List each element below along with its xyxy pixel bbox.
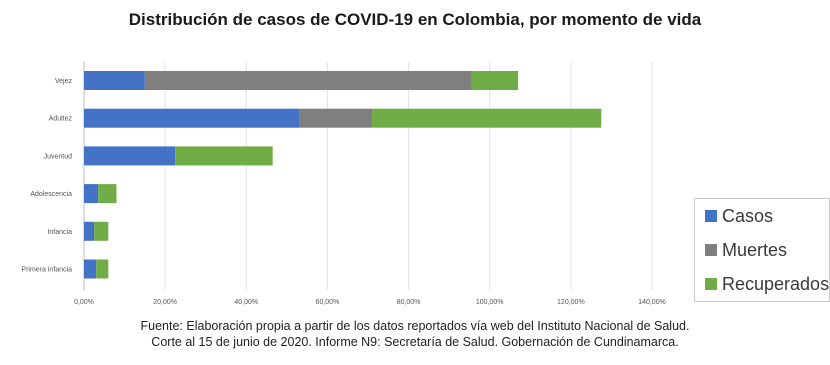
legend-label-recuperados: Recuperados [722,273,830,294]
chart-title: Distribución de casos de COVID-19 en Col… [128,10,702,29]
bar-segment-casos [84,184,99,204]
x-tick-labels: 0,00% 20,00% 40,00% 60,00% 80,00% 100,00% 120,… [74,299,666,306]
category-label: Primera infancia [21,267,72,274]
legend-swatch-muertes [705,244,717,256]
bar-segment-recuperados [471,71,519,90]
grid-layer [83,62,653,290]
bar-segment-recuperados [372,108,602,128]
legend-item-recuperados: Recuperados [705,273,829,295]
legend-label-muertes: Muertes [722,239,788,260]
legend: Casos Muertes Recuperados [694,198,830,302]
bar-segment-casos [84,259,97,279]
footnote-line-2: Corte al 15 de junio de 2020. Informe N9… [151,335,679,349]
bar-segment-casos [84,146,176,166]
x-tick-label: 0,00% [74,299,94,306]
legend-item-muertes: Muertes [705,239,787,261]
bar-segment-casos [84,221,95,241]
bar-segment-muertes [144,71,472,90]
category-label: Vejez [55,78,73,85]
category-label: Adultez [49,116,73,123]
bars-layer [84,71,602,279]
x-tick-label: 100,00% [476,299,504,306]
x-tick-label: 40,00% [234,299,258,306]
footnote: Fuente: Elaboración propia a partir de l… [0,318,830,350]
bar-segment-recuperados [94,221,109,241]
bar-segment-casos [84,108,300,128]
legend-swatch-casos [705,210,717,222]
footnote-line-1: Fuente: Elaboración propia a partir de l… [140,319,690,333]
legend-item-casos: Casos [705,205,773,227]
legend-label-casos: Casos [722,205,774,226]
bar-segment-muertes [299,108,373,128]
category-labels: Vejez Adultez Juventud Adolescencia Infancia… [21,78,72,274]
bar-segment-recuperados [175,146,273,166]
x-tick-label: 140,00% [638,299,666,306]
category-label: Adolescencia [30,191,72,198]
x-tick-label: 120,00% [557,299,585,306]
x-tick-label: 20,00% [153,299,177,306]
category-label: Juventud [44,153,73,160]
x-tick-label: 80,00% [397,299,421,306]
bar-segment-recuperados [98,184,117,204]
x-tick-label: 60,00% [316,299,340,306]
bar-segment-casos [84,71,145,90]
category-label: Infancia [47,229,72,236]
legend-swatch-recuperados [705,278,717,290]
bar-segment-recuperados [96,259,109,279]
